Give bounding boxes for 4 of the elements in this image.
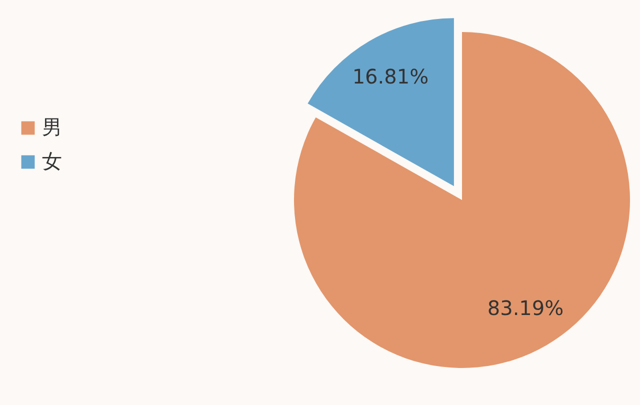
legend-label: 女 xyxy=(42,149,62,173)
data-label: 16.81% xyxy=(352,64,429,88)
data-label: 83.19% xyxy=(487,296,564,320)
legend-label: 男 xyxy=(42,115,62,139)
